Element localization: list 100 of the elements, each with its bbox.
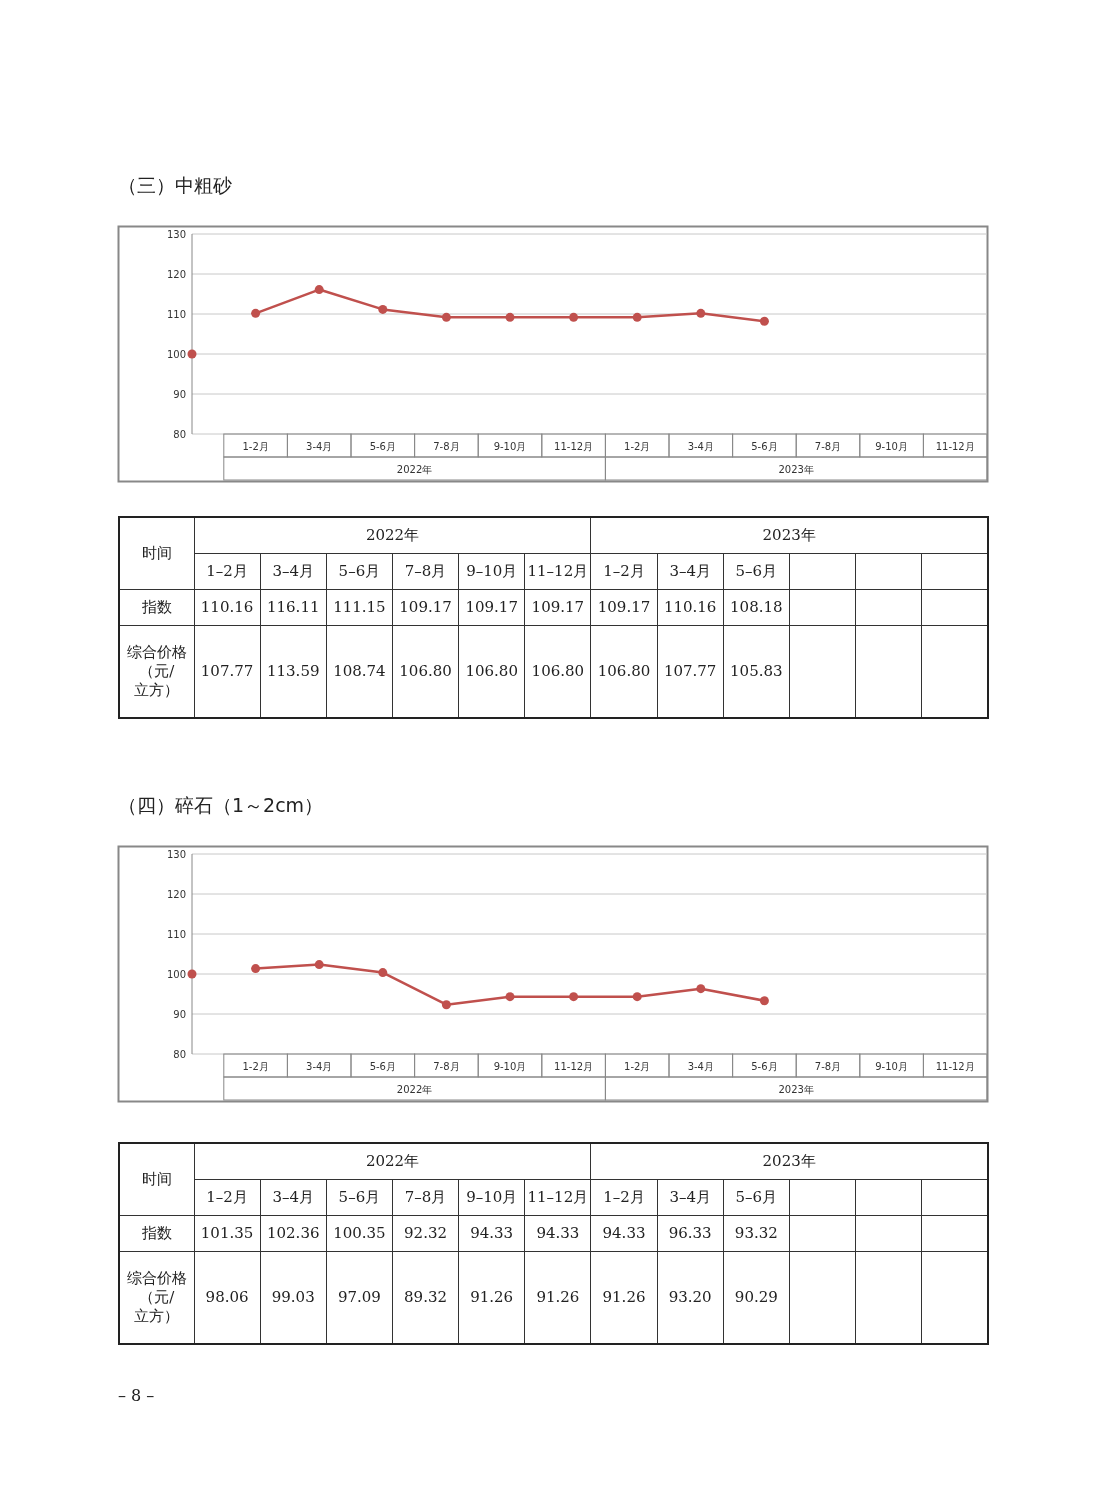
x-tick-label: 11-12月 [554,1061,594,1072]
point [441,1000,451,1010]
text: 96.33 [668,1224,712,1242]
text: 101.35 [200,1224,254,1242]
x-tick-label: 3-4月 [306,441,333,452]
x-tick-label: 11-12月 [935,441,975,452]
text: 116.11 [266,598,320,616]
text: – 8 – [118,1386,155,1405]
text: 106.80 [531,662,585,681]
y-tick-label: 90 [173,1008,186,1020]
y-tick-label: 90 [173,388,186,400]
y-tick-label: 110 [166,928,186,940]
point [759,996,769,1006]
chart-title: （四）碎石（1～2cm） [118,794,324,816]
point [505,312,515,322]
text: 2022年 [396,1084,433,1095]
point [378,968,388,978]
y-tick-label: 80 [173,1048,186,1060]
x-tick-label: 9-10月 [875,1061,908,1072]
text: 109.17 [531,598,585,616]
category-label: 1–2月 [194,553,261,589]
point [632,992,642,1002]
x-tick-label: 7-8月 [814,441,842,452]
point [569,312,579,322]
category-label: 3–4月 [260,1179,327,1215]
text: 2023年 [590,1143,988,1179]
category-label: 1–2月 [590,553,658,589]
x-tick-label: 1-2月 [242,441,269,452]
y-tick-label: 120 [166,268,186,280]
point [441,312,451,322]
category-label: 11–12月 [524,1179,591,1215]
point [378,304,388,314]
text: 106.80 [399,662,452,681]
text: 106.80 [597,662,651,681]
category-label: 指数 [141,1223,172,1242]
text: 111.15 [333,598,386,616]
point [759,316,769,326]
text: 110.16 [200,598,254,616]
x-tick-label: 9-10月 [493,441,527,452]
category-label: 11–12月 [524,553,591,589]
x-tick-label: 11-12月 [554,441,594,452]
text: 2022年 [396,464,433,475]
category-label: 3–4月 [260,553,327,589]
point [314,960,324,970]
category-label: 综合价格（元/立方） [126,1268,187,1325]
x-tick-label: 1-2月 [242,1061,269,1072]
x-tick-label: 1-2月 [624,1061,651,1072]
y-tick-label: 130 [166,228,186,240]
text: 93.20 [668,1288,712,1307]
x-tick-label: 9-10月 [493,1061,527,1072]
text: 102.36 [266,1224,320,1242]
point [187,349,197,359]
x-tick-label: 3-4月 [306,1061,333,1072]
point [505,992,515,1002]
text: 2022年 [194,1143,591,1179]
y-tick-label: 100 [166,968,186,980]
category-label: 1–2月 [194,1179,261,1215]
chart-title: （三）中粗砂 [118,174,232,196]
category-label: 1–2月 [590,1179,658,1215]
text: 2023年 [590,517,988,553]
text: 2023年 [778,1084,814,1095]
x-tick-label: 7-8月 [814,1061,842,1072]
text: 107.77 [663,662,717,681]
category-label: 综合价格（元/立方） [126,642,187,699]
text: 94.33 [602,1224,646,1242]
text: 109.17 [465,598,518,616]
text: 92.32 [404,1224,448,1242]
text: 107.77 [200,662,254,681]
point [251,964,261,974]
point [632,312,642,322]
point [187,969,197,979]
x-tick-label: 5-6月 [751,1061,778,1072]
y-tick-label: 130 [166,848,186,860]
x-tick-label: 5-6月 [369,441,396,452]
category-label: 5–6月 [326,1179,393,1215]
x-tick-label: 3-4月 [687,441,714,452]
text: 时间 [119,1143,194,1215]
text: 时间 [119,517,194,589]
text: 2023年 [778,464,814,475]
text: 93.32 [734,1224,778,1242]
x-tick-label: 5-6月 [751,441,778,452]
category-label: 9–10月 [458,1179,525,1215]
category-label: 3–4月 [657,1179,724,1215]
text: 106.80 [465,662,518,681]
text: 98.06 [205,1288,249,1307]
category-label: 9–10月 [458,553,525,589]
text: 94.33 [536,1224,580,1242]
text: 89.32 [404,1288,448,1307]
point [696,984,706,994]
text: 90.29 [734,1288,778,1307]
point [314,285,324,295]
point [696,308,706,318]
text: 91.26 [470,1288,514,1307]
text: 110.16 [663,598,717,616]
text: 94.33 [470,1224,514,1242]
y-tick-label: 80 [173,428,186,440]
point [251,308,261,318]
text: 100.35 [333,1224,386,1242]
category-label: 7–8月 [392,1179,459,1215]
text: 109.17 [597,598,651,616]
